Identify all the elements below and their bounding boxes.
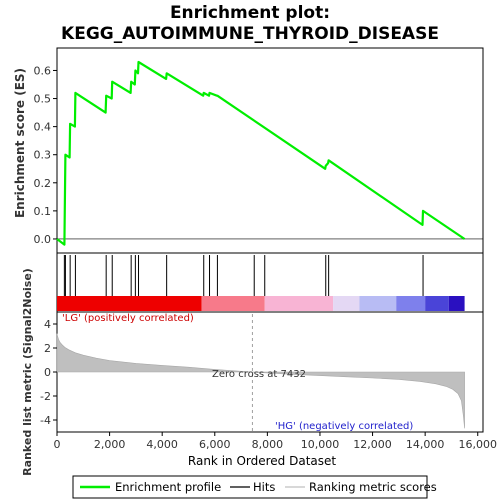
metric-x-tick-label: 0 bbox=[54, 438, 61, 451]
metric-x-tick-label: 12,000 bbox=[353, 438, 392, 451]
metric-y-tick-label: -2 bbox=[40, 390, 51, 403]
heatbar-segment bbox=[359, 296, 397, 311]
heatbar-segment bbox=[333, 296, 360, 311]
ranking-metric-area bbox=[56, 333, 465, 429]
negative-correlation-label: 'HG' (negatively correlated) bbox=[275, 421, 413, 432]
metric-y-axis: 4 2 0 -2 -4 bbox=[40, 318, 57, 427]
es-y-tick-label: 0.6 bbox=[34, 64, 52, 77]
es-y-axis-label: Enrichment score (ES) bbox=[13, 68, 27, 218]
es-y-tick-label: 0.4 bbox=[34, 121, 52, 134]
heatbar-segment bbox=[396, 296, 426, 311]
metric-x-tick-label: 8,000 bbox=[252, 438, 284, 451]
chart-title-line-2: KEGG_AUTOIMMUNE_THYROID_DISEASE bbox=[61, 24, 439, 44]
es-y-tick-label: 0.3 bbox=[34, 149, 52, 162]
metric-y-tick-label: 4 bbox=[44, 318, 51, 331]
metric-y-axis-label: Ranked list metric (Signal2Noise) bbox=[21, 268, 34, 476]
rank-heatbar bbox=[57, 296, 465, 311]
legend-metric-label: Ranking metric scores bbox=[309, 480, 437, 494]
positive-correlation-label: 'LG' (positively correlated) bbox=[62, 313, 194, 324]
metric-x-axis-label: Rank in Ordered Dataset bbox=[188, 454, 336, 468]
metric-y-tick-label: 0 bbox=[44, 366, 51, 379]
metric-y-tick-label: -4 bbox=[40, 414, 51, 427]
hit-markers bbox=[63, 255, 424, 296]
heatbar-segment bbox=[425, 296, 449, 311]
es-y-tick-label: 0.5 bbox=[34, 93, 52, 106]
metric-x-tick-label: 16,000 bbox=[458, 438, 497, 451]
metric-x-tick-label: 10,000 bbox=[301, 438, 340, 451]
legend-enrichment-label: Enrichment profile bbox=[115, 480, 221, 494]
metric-x-tick-label: 2,000 bbox=[94, 438, 126, 451]
heatbar-segment bbox=[448, 296, 465, 311]
enrichment-profile-series bbox=[56, 60, 466, 246]
zero-cross-label: Zero cross at 7432 bbox=[212, 369, 306, 380]
es-y-tick-label: 0.0 bbox=[34, 233, 52, 246]
es-y-tick-label: 0.2 bbox=[34, 177, 52, 190]
heatbar-segment bbox=[201, 296, 265, 311]
enrichment-profile-line bbox=[56, 60, 466, 246]
metric-x-tick-label: 4,000 bbox=[146, 438, 178, 451]
es-y-axis: 0.0 0.1 0.2 0.3 0.4 0.5 0.6 bbox=[34, 64, 57, 246]
ranking-metric-series bbox=[56, 333, 465, 429]
metric-y-tick-label: 2 bbox=[44, 342, 51, 355]
legend-hits-label: Hits bbox=[253, 480, 275, 494]
heatbar-segment bbox=[264, 296, 334, 311]
es-y-tick-label: 0.1 bbox=[34, 205, 52, 218]
heatbar-segment bbox=[57, 296, 202, 311]
metric-x-axis: 0 2,000 4,000 6,000 8,000 10,000 12,000 14,000 1… bbox=[54, 432, 497, 451]
chart-title-line-1: Enrichment plot: bbox=[170, 3, 330, 23]
metric-x-tick-label: 6,000 bbox=[199, 438, 231, 451]
metric-x-tick-label: 14,000 bbox=[406, 438, 445, 451]
